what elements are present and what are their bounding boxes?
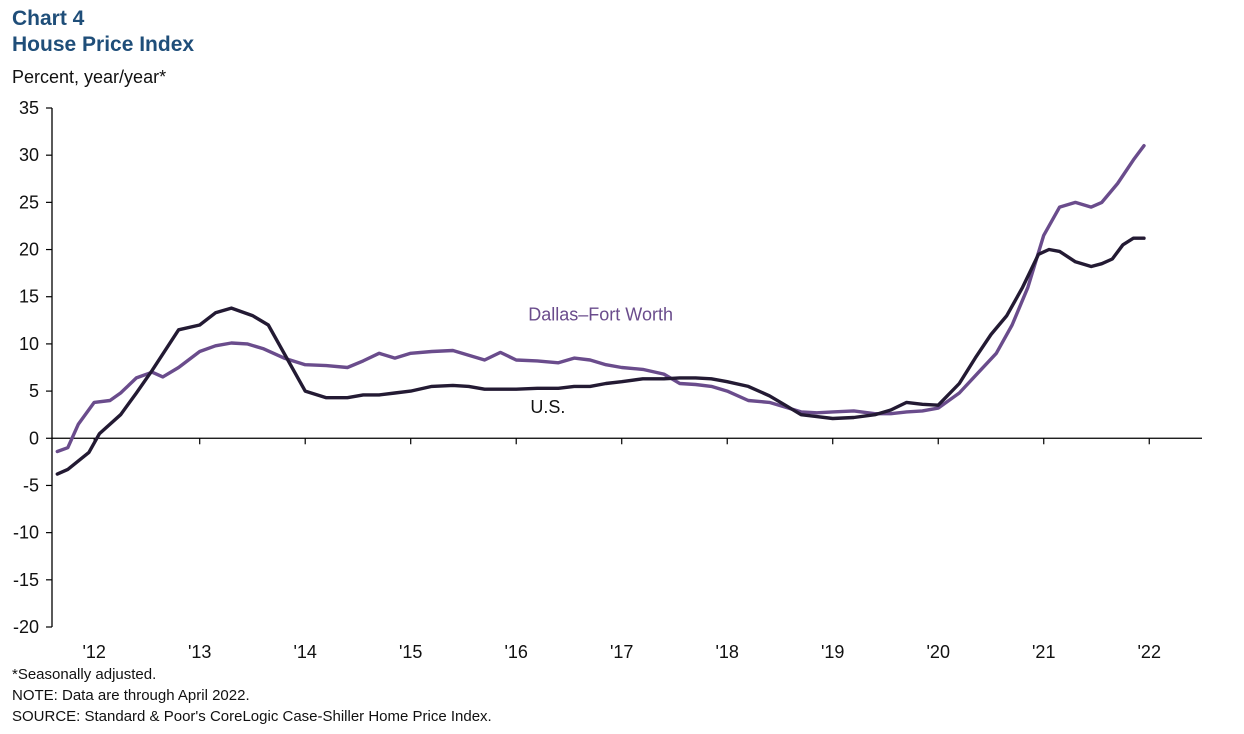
source-note: SOURCE: Standard & Poor's CoreLogic Case…	[12, 708, 492, 725]
series-line-dallas-fort-worth	[55, 143, 1146, 454]
y-tick-label: -5	[23, 475, 39, 495]
x-tick-label: '14	[293, 642, 316, 660]
x-tick-label: '21	[1032, 642, 1055, 660]
annotation-layer: Dallas–Fort Worth U.S.	[528, 304, 673, 416]
y-tick-label: 20	[19, 240, 39, 260]
chart-subtitle: House Price Index	[12, 33, 195, 56]
y-tick-label: 10	[19, 334, 39, 354]
y-axis: 35 30 25 20 15 10 5 0 -5 -10 -15 -20	[13, 98, 53, 637]
y-tick-label: 15	[19, 287, 39, 307]
x-axis: '12 '13 '14 '15 '16 '17 '18 '19 '20 '21 '22	[52, 437, 1202, 660]
y-tick-label: 30	[19, 145, 39, 165]
series-label-dallas-fort-worth: Dallas–Fort Worth	[528, 304, 673, 324]
x-tick-label: '19	[821, 642, 844, 660]
y-tick-label: 25	[19, 192, 39, 212]
x-tick-label: '18	[715, 642, 738, 660]
chart-number: Chart 4	[12, 7, 85, 30]
x-tick-label: '17	[610, 642, 633, 660]
y-tick-label: -10	[13, 523, 39, 543]
y-tick-label: 5	[29, 381, 39, 401]
series-label-us: U.S.	[530, 397, 565, 417]
note-data-through: NOTE: Data are through April 2022.	[12, 687, 250, 704]
x-tick-label: '15	[399, 642, 422, 660]
x-tick-label: '13	[188, 642, 211, 660]
y-tick-label: -20	[13, 617, 39, 637]
series-line-us	[55, 236, 1146, 476]
x-tick-label: '20	[927, 642, 950, 660]
y-tick-label: 35	[19, 98, 39, 118]
x-tick-label: '12	[82, 642, 105, 660]
x-tick-label: '16	[504, 642, 527, 660]
y-tick-label: -15	[13, 570, 39, 590]
y-axis-unit-label: Percent, year/year*	[12, 67, 167, 87]
chart-title: Chart 4 House Price Index	[12, 6, 194, 58]
series-layer	[55, 143, 1146, 476]
footnote-seasonally-adjusted: *Seasonally adjusted.	[12, 666, 157, 683]
y-tick-label: 0	[29, 428, 39, 448]
chart-notes: *Seasonally adjusted. NOTE: Data are thr…	[12, 664, 492, 727]
x-tick-label: '22	[1138, 642, 1161, 660]
